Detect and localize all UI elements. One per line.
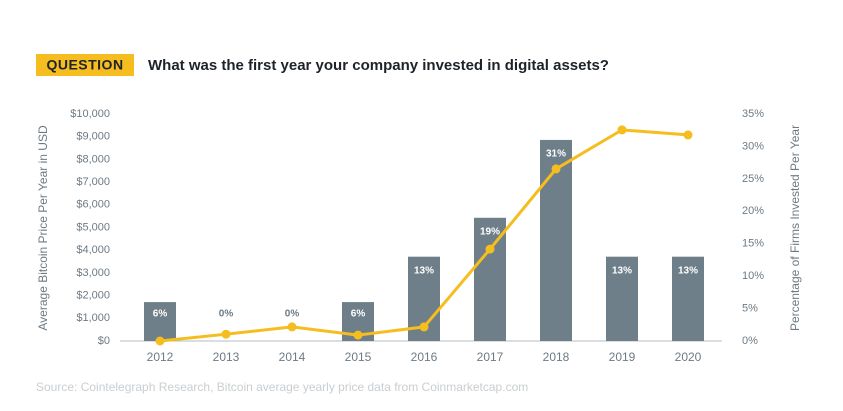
bar [144,302,176,341]
y-tick-label: $0 [98,335,110,347]
y-tick-label: $2,000 [76,290,110,302]
y2-tick-label: 10% [742,270,764,282]
point [683,130,693,140]
y-axis-label: Average Bitcoin Price Per Year in USD [36,125,50,331]
point [287,322,297,332]
y-tick-label: $6,000 [76,199,110,211]
y2-tick-label: 5% [742,302,758,314]
y2-axis-label: Percentage of Firms Invested Per Year [788,125,802,331]
value-label: 13% [414,265,434,276]
x-tick-label: 2014 [279,350,306,364]
x-tick-label: 2018 [543,350,570,364]
value-label: 6% [351,309,366,320]
y2-tick-label: 20% [742,205,764,217]
y2-tick-label: 25% [742,173,764,185]
point [155,336,165,346]
x-tick-label: 2020 [675,350,702,364]
y2-tick-label: 0% [742,335,758,347]
y-tick-label: $9,000 [76,131,110,143]
point [419,322,429,332]
x-tick-label: 2016 [411,350,438,364]
y-tick-label: $5,000 [76,221,110,233]
y-tick-label: $1,000 [76,312,110,324]
point [353,330,363,340]
point [551,164,561,174]
bar [606,256,638,341]
value-label: 13% [612,265,632,276]
badge: QUESTION [46,57,123,73]
y-tick-label: $3,000 [76,267,110,279]
chart-title: What was the first year your company inv… [148,57,609,74]
value-label: 31% [546,149,566,160]
y-tick-label: $10,000 [70,108,110,120]
y-tick-label: $8,000 [76,153,110,165]
value-label: 0% [285,309,300,320]
value-label: 19% [480,226,500,237]
x-tick-label: 2013 [213,350,240,364]
y-tick-label: $4,000 [76,244,110,256]
point [221,329,231,339]
y2-tick-label: 30% [742,140,764,152]
y-tick-label: $7,000 [76,176,110,188]
x-tick-label: 2012 [147,350,174,364]
x-tick-label: 2015 [345,350,372,364]
x-tick-label: 2019 [609,350,636,364]
badge-bg [36,54,134,76]
point [485,244,495,254]
y2-tick-label: 15% [742,238,764,250]
value-label: 6% [153,309,168,320]
source: Source: Cointelegraph Research, Bitcoin … [36,380,528,394]
bar [540,139,572,341]
x-tick-label: 2017 [477,350,504,364]
value-label: 13% [678,265,698,276]
point [617,125,627,135]
value-label: 0% [219,309,234,320]
y2-tick-label: 35% [742,108,764,120]
bar [672,256,704,341]
